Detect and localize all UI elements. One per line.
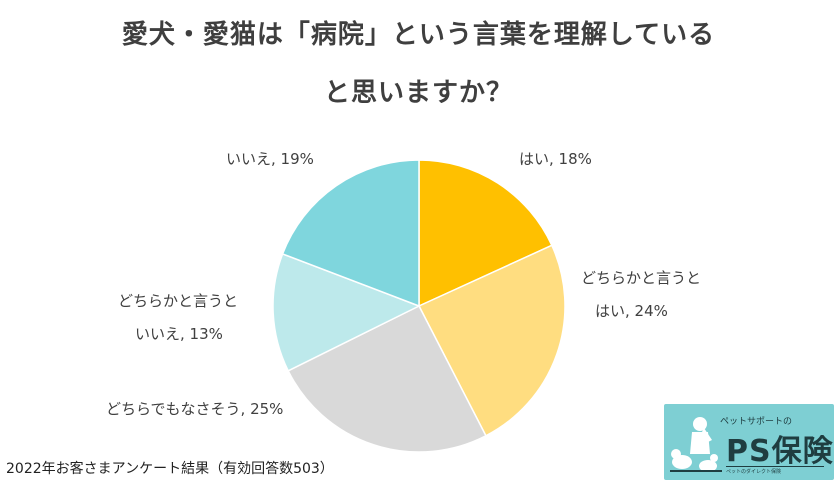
ps-hoken-logo: ペットサポートの PS保険 ペットのダイレクト保険 [664,404,834,480]
slice-label-neutral: どちらでもなさそう, 25% [106,400,284,418]
pie-slice-neutral [287,305,487,453]
slice-label-rather-yes: どちらかと言うと はい, 24% [581,269,702,320]
chart-title-line-1: 愛犬・愛猫は「病院」という言葉を理解している [121,20,716,50]
slice-label-no: いいえ, 19% [226,150,314,168]
logo-subline: ペットのダイレクト保険 [726,466,824,475]
pie-slice-no [281,159,420,308]
pie-slice-rather-no [272,252,421,372]
survey-footnote: 2022年お客さまアンケート結果（有効回答数503） [6,461,334,477]
chart-title-line-2: と思いますか？ [323,78,513,108]
pie-slice-rather-yes [417,244,566,437]
pie-slice-yes [418,159,553,308]
slice-label-yes: はい, 18% [519,150,592,168]
logo-brand-name: PS保険 [726,434,834,469]
pet-family-illustration-icon [670,417,722,472]
slice-label-rather-no: どちらかと言うと いいえ, 13% [118,292,239,343]
logo-tagline: ペットサポートの [720,417,793,427]
